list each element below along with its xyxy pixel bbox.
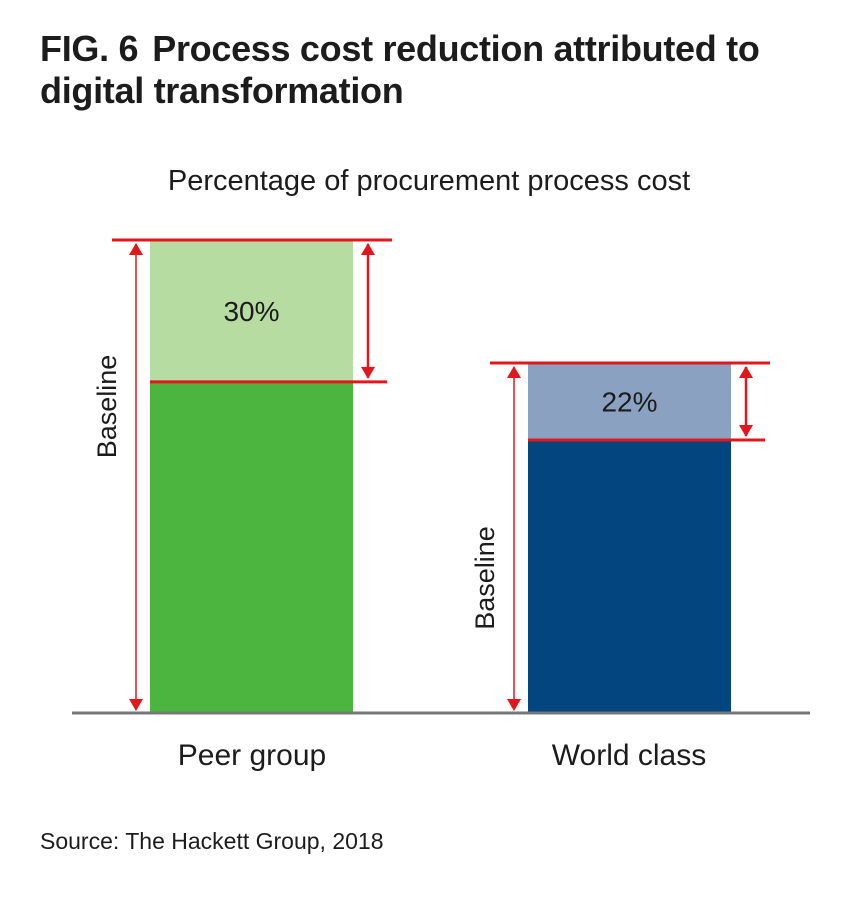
bar-reduction-peer-group bbox=[150, 240, 353, 382]
baseline-label-world-class: Baseline bbox=[470, 526, 500, 630]
bar-remaining-peer-group bbox=[150, 381, 353, 713]
data-label-world-class: 22% bbox=[601, 386, 657, 417]
baseline-arrow-up-icon-world-class bbox=[507, 365, 521, 378]
data-label-peer-group: 30% bbox=[223, 296, 279, 327]
labels-group: 30% Baseline Peer group 22% Baseline World cl… bbox=[92, 296, 706, 772]
figure-label: FIG. 6 bbox=[40, 28, 139, 69]
bar-remaining-world-class bbox=[528, 439, 731, 713]
chart-title: FIG. 6 Process cost reduction attributed … bbox=[40, 28, 840, 112]
reduction-arrow-down-icon-peer-group bbox=[361, 366, 375, 379]
baseline-arrow-down-icon-peer-group bbox=[129, 699, 143, 711]
reduction-arrow-up-icon-peer-group bbox=[361, 243, 375, 255]
reduction-arrow-down-icon-world-class bbox=[739, 424, 753, 437]
baseline-arrow-down-icon-world-class bbox=[507, 699, 521, 711]
bar-reduction-world-class bbox=[528, 362, 731, 440]
subtitle-text: Percentage of procurement process cost bbox=[167, 165, 691, 197]
bars-group bbox=[150, 240, 731, 713]
figure-title-text: Process cost reduction attributed to dig… bbox=[40, 28, 760, 111]
baseline-label-peer-group: Baseline bbox=[92, 355, 122, 459]
source-note: Source: The Hackett Group, 2018 bbox=[40, 828, 384, 854]
chart-subtitle: Percentage of procurement process cost bbox=[0, 165, 863, 198]
baseline-arrow-up-icon-peer-group bbox=[129, 243, 143, 255]
category-label-world-class: World class bbox=[552, 739, 706, 772]
reduction-arrow-up-icon-world-class bbox=[739, 365, 753, 378]
category-label-peer-group: Peer group bbox=[178, 739, 326, 772]
annotations-group bbox=[112, 238, 770, 711]
